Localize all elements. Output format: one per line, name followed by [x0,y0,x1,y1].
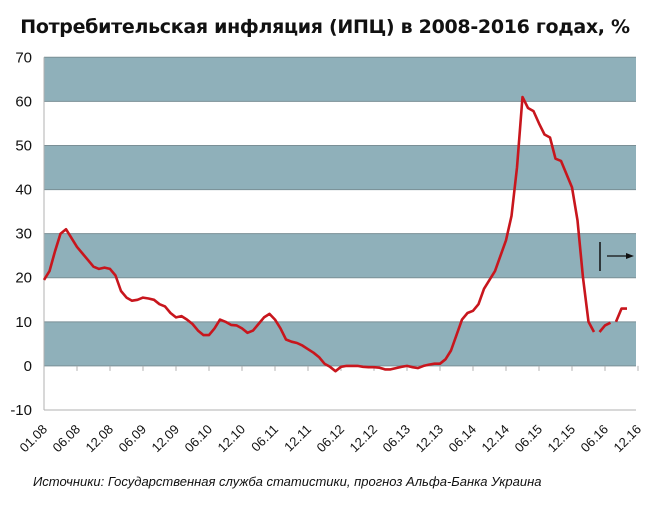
grid-band [44,145,636,190]
x-tick-label: 06.10 [182,422,216,456]
x-tick-label: 12.16 [611,422,645,456]
series-line-forecast-1 [598,321,612,333]
x-tick-label: 12.13 [413,422,447,456]
x-tick-label: 12.10 [215,422,249,456]
y-tick-label: 70 [15,49,32,66]
x-tick-label: 06.14 [446,422,480,456]
grid-band [44,321,636,366]
x-tick-label: 06.13 [380,422,414,456]
x-tick-label: 01.08 [17,422,51,456]
y-tick-label: 40 [15,182,32,199]
x-tick-label: 12.08 [83,422,117,456]
x-tick-label: 12.09 [149,422,183,456]
x-tick-label: 06.16 [578,422,612,456]
x-tick-label: 06.15 [512,422,546,456]
series-line-forecast-2 [614,307,627,323]
y-tick-label: 60 [15,93,32,110]
y-tick-label: 30 [15,226,32,243]
series-line-actual [42,95,596,373]
y-tick-label: 10 [15,314,32,331]
forecast-arrowhead-icon [626,253,634,259]
x-tick-label: 12.14 [479,422,513,456]
source-note: Источники: Государственная служба статис… [33,474,542,489]
x-tick-label: 06.11 [248,422,281,455]
chart-title: Потребительская инфляция (ИПЦ) в 2008-20… [20,16,630,38]
grid-band [44,233,636,278]
x-tick-label: 12.11 [281,422,314,455]
x-tick-label: 06.12 [314,422,348,456]
x-tick-label: 06.08 [50,422,84,456]
y-tick-label: 0 [24,358,32,375]
y-tick-label: 50 [15,137,32,154]
x-tick-label: 12.15 [545,422,579,456]
y-tick-label: 20 [15,270,32,287]
x-tick-label: 06.09 [116,422,150,456]
y-tick-label: -10 [10,402,32,419]
grid-band [44,57,636,102]
x-tick-label: 12.12 [347,422,381,456]
